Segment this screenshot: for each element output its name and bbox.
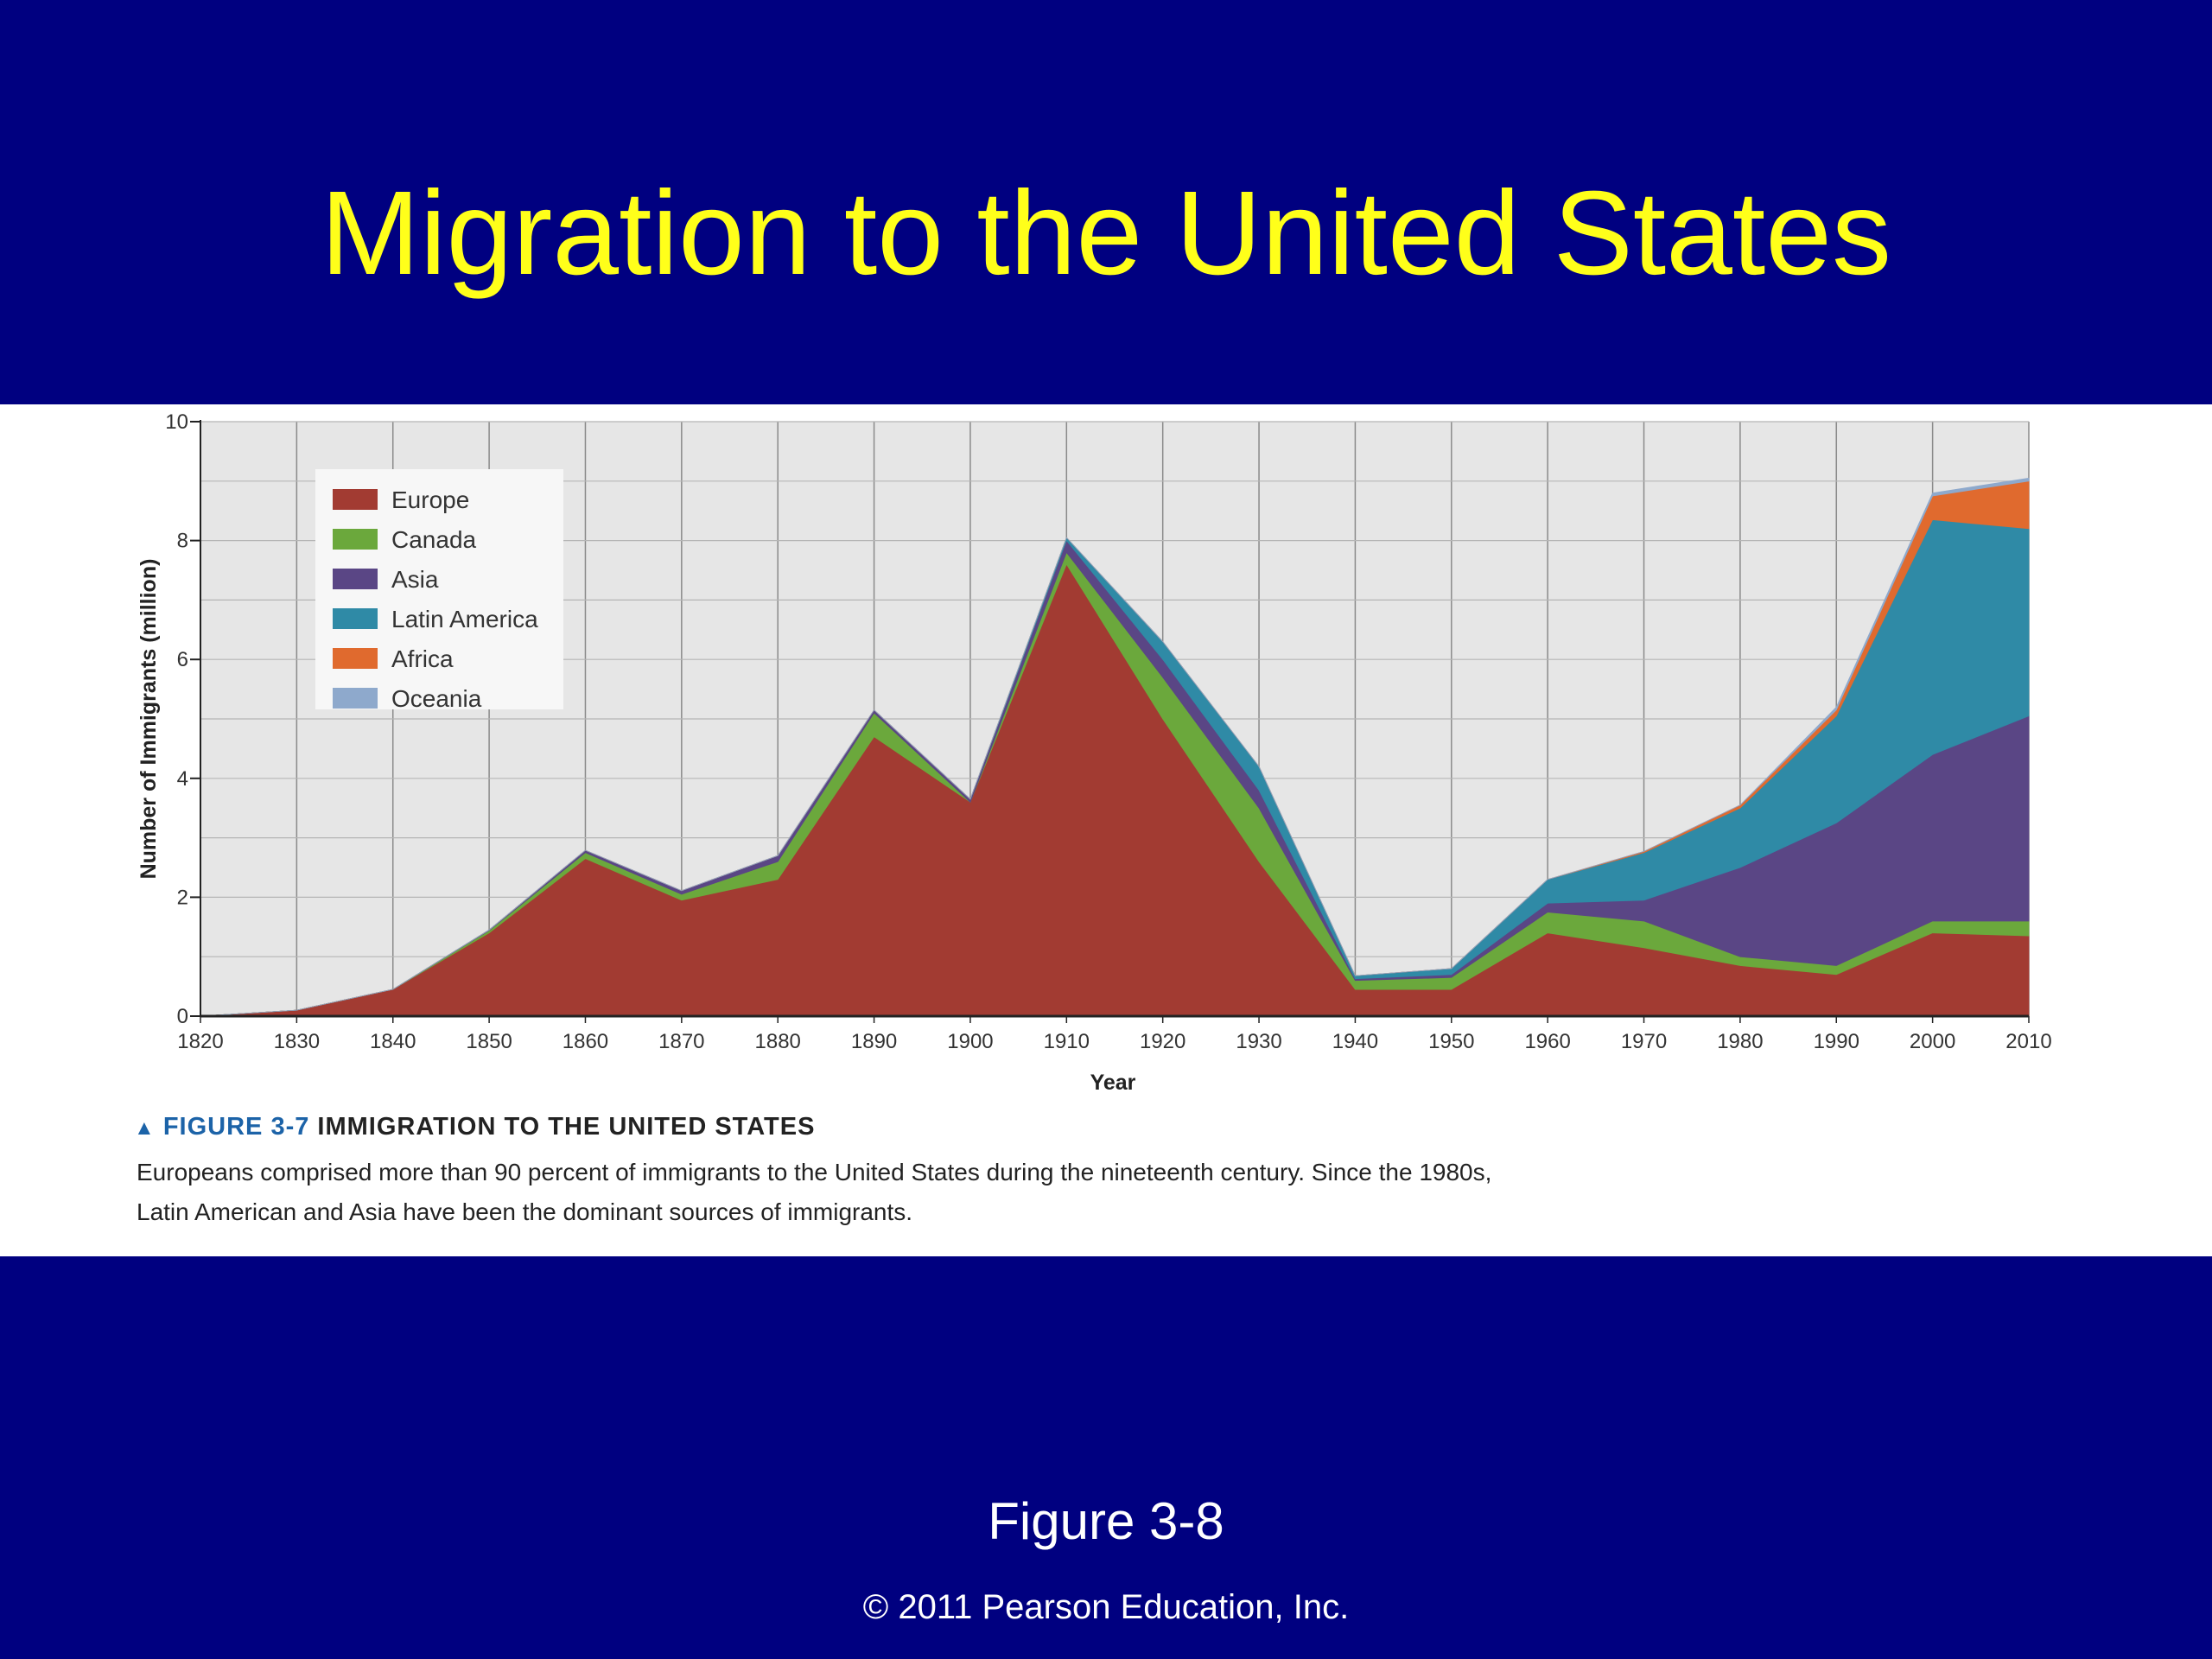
legend-label: Africa bbox=[391, 645, 454, 672]
stacked-areas bbox=[200, 477, 2030, 1017]
y-tick-label: 0 bbox=[177, 1005, 188, 1028]
legend-swatch bbox=[333, 608, 378, 629]
x-tick-label: 1930 bbox=[1236, 1030, 1281, 1053]
area-oceania bbox=[200, 477, 2030, 1017]
x-tick-label: 1920 bbox=[1140, 1030, 1185, 1053]
x-tick-label: 1940 bbox=[1332, 1030, 1378, 1053]
axes bbox=[200, 420, 2029, 1018]
x-tick-label: 1970 bbox=[1621, 1030, 1667, 1053]
x-tick-label: 1830 bbox=[274, 1030, 320, 1053]
y-tick-label: 6 bbox=[177, 648, 188, 671]
copyright-notice: © 2011 Pearson Education, Inc. bbox=[862, 1588, 1350, 1626]
caption-line-1: Europeans comprised more than 90 percent… bbox=[137, 1159, 1492, 1185]
x-tick-labels: 1820 1830 1840 1850 1860 1870 1880 1890 1900 1910… bbox=[177, 1016, 2052, 1053]
y-tick-label: 4 bbox=[177, 767, 188, 791]
caption-figure-number: FIGURE 3-7 bbox=[162, 1113, 310, 1141]
figure-label: Figure 3-8 bbox=[988, 1492, 1224, 1550]
x-tick-label: 1960 bbox=[1524, 1030, 1570, 1053]
caption-line-2: Latin American and Asia have been the do… bbox=[137, 1198, 913, 1225]
x-tick-label: 1900 bbox=[947, 1030, 993, 1053]
caption-heading: ▲ FIGURE 3-7 IMMIGRATION TO THE UNITED S… bbox=[134, 1113, 815, 1141]
caption-heading-text: IMMIGRATION TO THE UNITED STATES bbox=[317, 1113, 816, 1141]
legend-swatch bbox=[333, 569, 378, 589]
y-axis-title: Number of Immigrants (million) bbox=[137, 559, 161, 880]
legend-swatch bbox=[333, 489, 378, 510]
x-tick-label: 1870 bbox=[658, 1030, 704, 1053]
x-tick-label: 1880 bbox=[755, 1030, 801, 1053]
legend-label: Latin America bbox=[391, 606, 538, 632]
legend-swatch bbox=[333, 529, 378, 550]
x-tick-label: 1980 bbox=[1717, 1030, 1763, 1053]
y-tick-label: 2 bbox=[177, 886, 188, 909]
immigration-area-chart: 0 2 4 6 8 10 1820 1830 1840 1850 1860 1870 1880 1890… bbox=[137, 410, 2052, 1095]
caption-body: Europeans comprised more than 90 percent… bbox=[137, 1153, 1657, 1232]
y-tick-label: 8 bbox=[177, 530, 188, 553]
figure-panel: 0 2 4 6 8 10 1820 1830 1840 1850 1860 1870 1880 1890… bbox=[0, 404, 2212, 1256]
legend-label: Europe bbox=[391, 486, 469, 513]
x-tick-label: 1910 bbox=[1044, 1030, 1090, 1053]
triangle-marker-icon: ▲ bbox=[134, 1116, 156, 1140]
x-tick-label: 1850 bbox=[466, 1030, 512, 1053]
x-tick-label: 1890 bbox=[851, 1030, 897, 1053]
x-axis-title: Year bbox=[1090, 1071, 1136, 1095]
legend-swatch bbox=[333, 648, 378, 669]
x-tick-label: 1860 bbox=[563, 1030, 608, 1053]
x-tick-label: 2000 bbox=[1910, 1030, 1955, 1053]
x-tick-label: 1990 bbox=[1814, 1030, 1859, 1053]
y-tick-labels: 0 2 4 6 8 10 bbox=[165, 410, 200, 1028]
x-tick-label: 2010 bbox=[2005, 1030, 2051, 1053]
legend-label: Oceania bbox=[391, 685, 482, 712]
x-tick-label: 1840 bbox=[370, 1030, 416, 1053]
legend-label: Asia bbox=[391, 566, 439, 593]
legend-swatch bbox=[333, 688, 378, 709]
slide-title: Migration to the United States bbox=[321, 167, 1891, 300]
x-tick-label: 1820 bbox=[177, 1030, 223, 1053]
legend: Europe Canada Asia Latin America Africa Ocean… bbox=[315, 469, 563, 712]
y-tick-label: 10 bbox=[165, 410, 188, 434]
legend-label: Canada bbox=[391, 526, 477, 553]
x-tick-label: 1950 bbox=[1428, 1030, 1474, 1053]
